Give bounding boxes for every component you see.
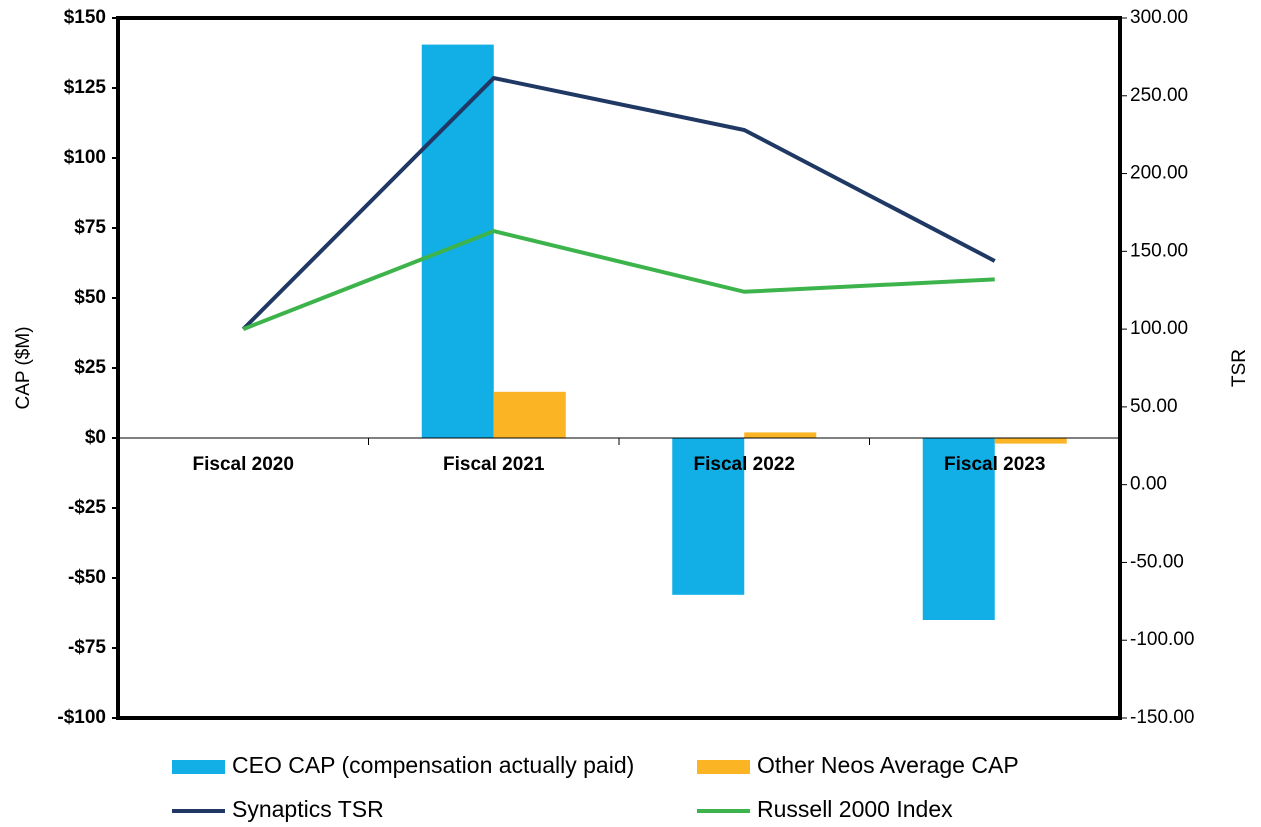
bar [922,438,995,620]
y2-tick-label: -150.00 [1130,707,1194,728]
x-tick-label: Fiscal 2023 [944,454,1045,475]
legend-label: Synaptics TSR [232,796,384,822]
y2-tick-label: 300.00 [1130,7,1188,28]
bar [672,438,745,595]
y-tick-label: -$75 [68,637,106,658]
y-tick-label: $0 [85,427,106,448]
legend-label: Russell 2000 Index [757,796,953,822]
y2-tick-label: 150.00 [1130,240,1188,261]
x-tick-label: Fiscal 2020 [193,454,294,475]
legend-swatch [172,760,225,774]
y-tick-label: -$100 [57,707,106,728]
y2-tick-label: -100.00 [1130,629,1194,650]
y2-tick-label: 100.00 [1130,318,1188,339]
bar [994,438,1067,444]
y-tick-label: -$50 [68,567,106,588]
y-tick-label: -$25 [68,497,106,518]
line-series [241,75,996,331]
x-tick-label: Fiscal 2021 [443,454,545,475]
y2-tick-label: 200.00 [1130,163,1188,184]
legend-label: Other Neos Average CAP [757,752,1019,778]
y-tick-label: $125 [64,77,107,98]
y-tick-label: $50 [74,287,106,308]
plot-frame [116,16,1122,720]
y-tick-label: $25 [74,357,106,378]
y2-tick-label: 0.00 [1130,474,1167,495]
bar [744,432,817,438]
legend-label: CEO CAP (compensation actually paid) [232,752,634,778]
y-tick-label: $75 [74,217,106,238]
legend-swatch [697,760,750,774]
y-tick-label: $150 [64,7,106,28]
y2-axis-title: TSR [1229,349,1250,387]
y2-tick-label: -50.00 [1130,551,1184,572]
y-tick-label: $100 [64,147,106,168]
y-axis-title: CAP ($M) [13,326,34,409]
bar [421,44,494,438]
y2-tick-label: 250.00 [1130,85,1188,106]
y2-tick-label: 50.00 [1130,396,1178,417]
line-series [242,229,995,331]
x-tick-label: Fiscal 2022 [694,454,795,475]
bar [493,391,566,438]
